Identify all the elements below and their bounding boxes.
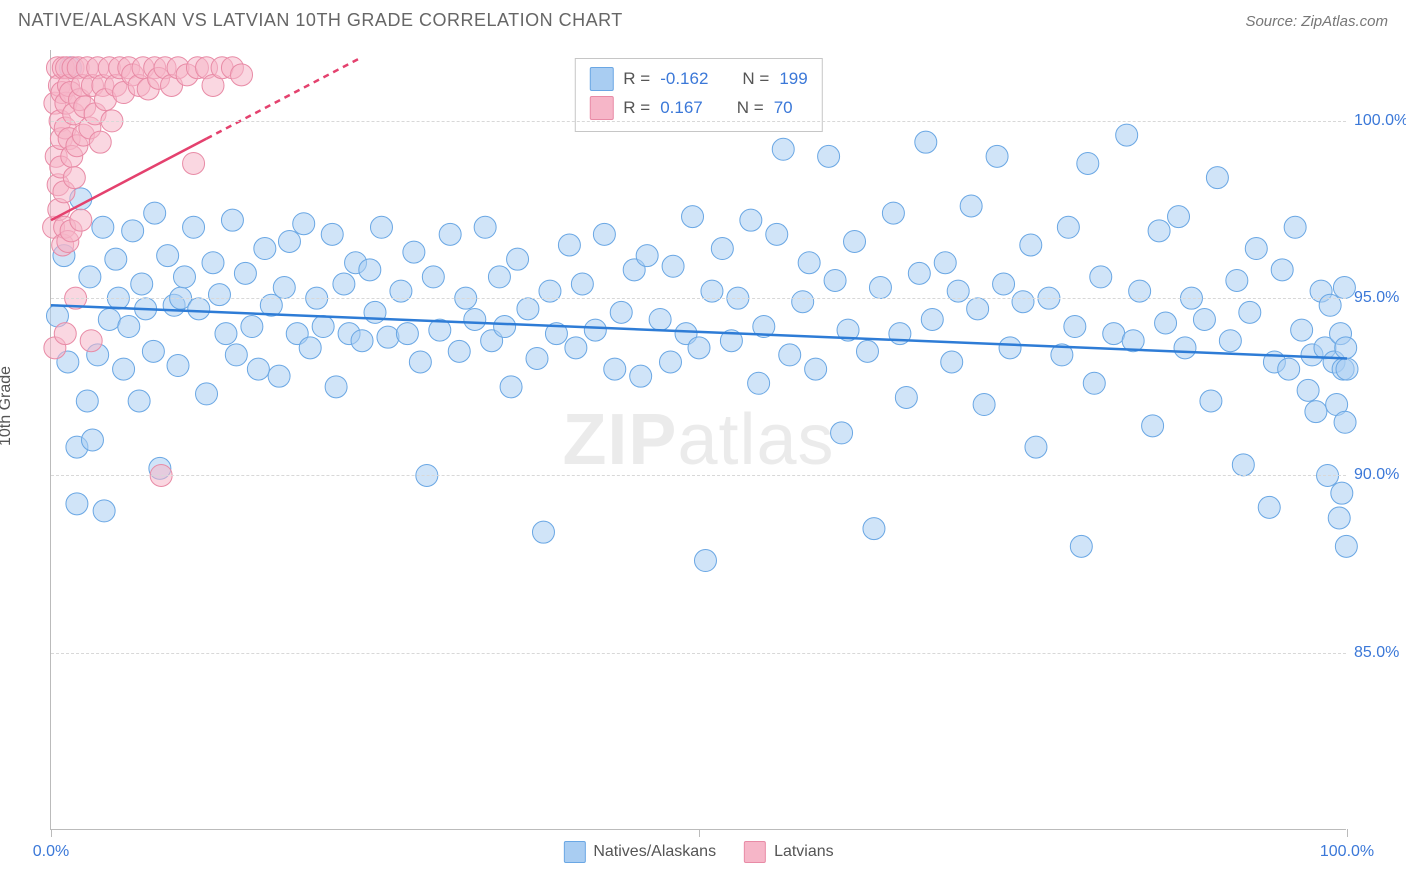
n-label: N = [737, 94, 764, 123]
trend-line [51, 139, 207, 221]
gridline [51, 475, 1346, 476]
y-axis-label: 10th Grade [0, 366, 15, 446]
y-tick-label: 90.0% [1354, 466, 1406, 484]
gridline [51, 121, 1346, 122]
x-tick-label: 0.0% [33, 843, 69, 861]
n-label: N = [742, 65, 769, 94]
trend-line-dashed [207, 57, 363, 139]
r-value: -0.162 [660, 65, 708, 94]
x-tick [1347, 829, 1348, 837]
legend: Natives/Alaskans Latvians [563, 841, 833, 863]
n-value: 199 [779, 65, 807, 94]
legend-item: Latvians [744, 841, 834, 863]
swatch-icon [563, 841, 585, 863]
legend-item: Natives/Alaskans [563, 841, 716, 863]
x-tick [699, 829, 700, 837]
gridline [51, 298, 1346, 299]
r-value: 0.167 [660, 94, 703, 123]
swatch-icon [744, 841, 766, 863]
y-tick-label: 95.0% [1354, 289, 1406, 307]
x-tick [51, 829, 52, 837]
n-value: 70 [774, 94, 793, 123]
scatter-plot: ZIPatlas R = -0.162 N = 199 R = 0.167 N … [50, 50, 1346, 830]
swatch-icon [589, 96, 613, 120]
chart-title: NATIVE/ALASKAN VS LATVIAN 10TH GRADE COR… [18, 10, 623, 31]
trend-line-layer [51, 50, 1346, 829]
r-label: R = [623, 65, 650, 94]
legend-label: Latvians [774, 843, 834, 861]
r-label: R = [623, 94, 650, 123]
x-tick-label: 100.0% [1320, 843, 1374, 861]
trend-line [51, 305, 1347, 358]
legend-label: Natives/Alaskans [593, 843, 716, 861]
source-label: Source: ZipAtlas.com [1245, 13, 1388, 30]
y-tick-label: 100.0% [1354, 112, 1406, 130]
stat-row: R = -0.162 N = 199 [589, 65, 807, 94]
gridline [51, 653, 1346, 654]
swatch-icon [589, 67, 613, 91]
y-tick-label: 85.0% [1354, 644, 1406, 662]
title-bar: NATIVE/ALASKAN VS LATVIAN 10TH GRADE COR… [18, 10, 1388, 31]
stat-row: R = 0.167 N = 70 [589, 94, 807, 123]
